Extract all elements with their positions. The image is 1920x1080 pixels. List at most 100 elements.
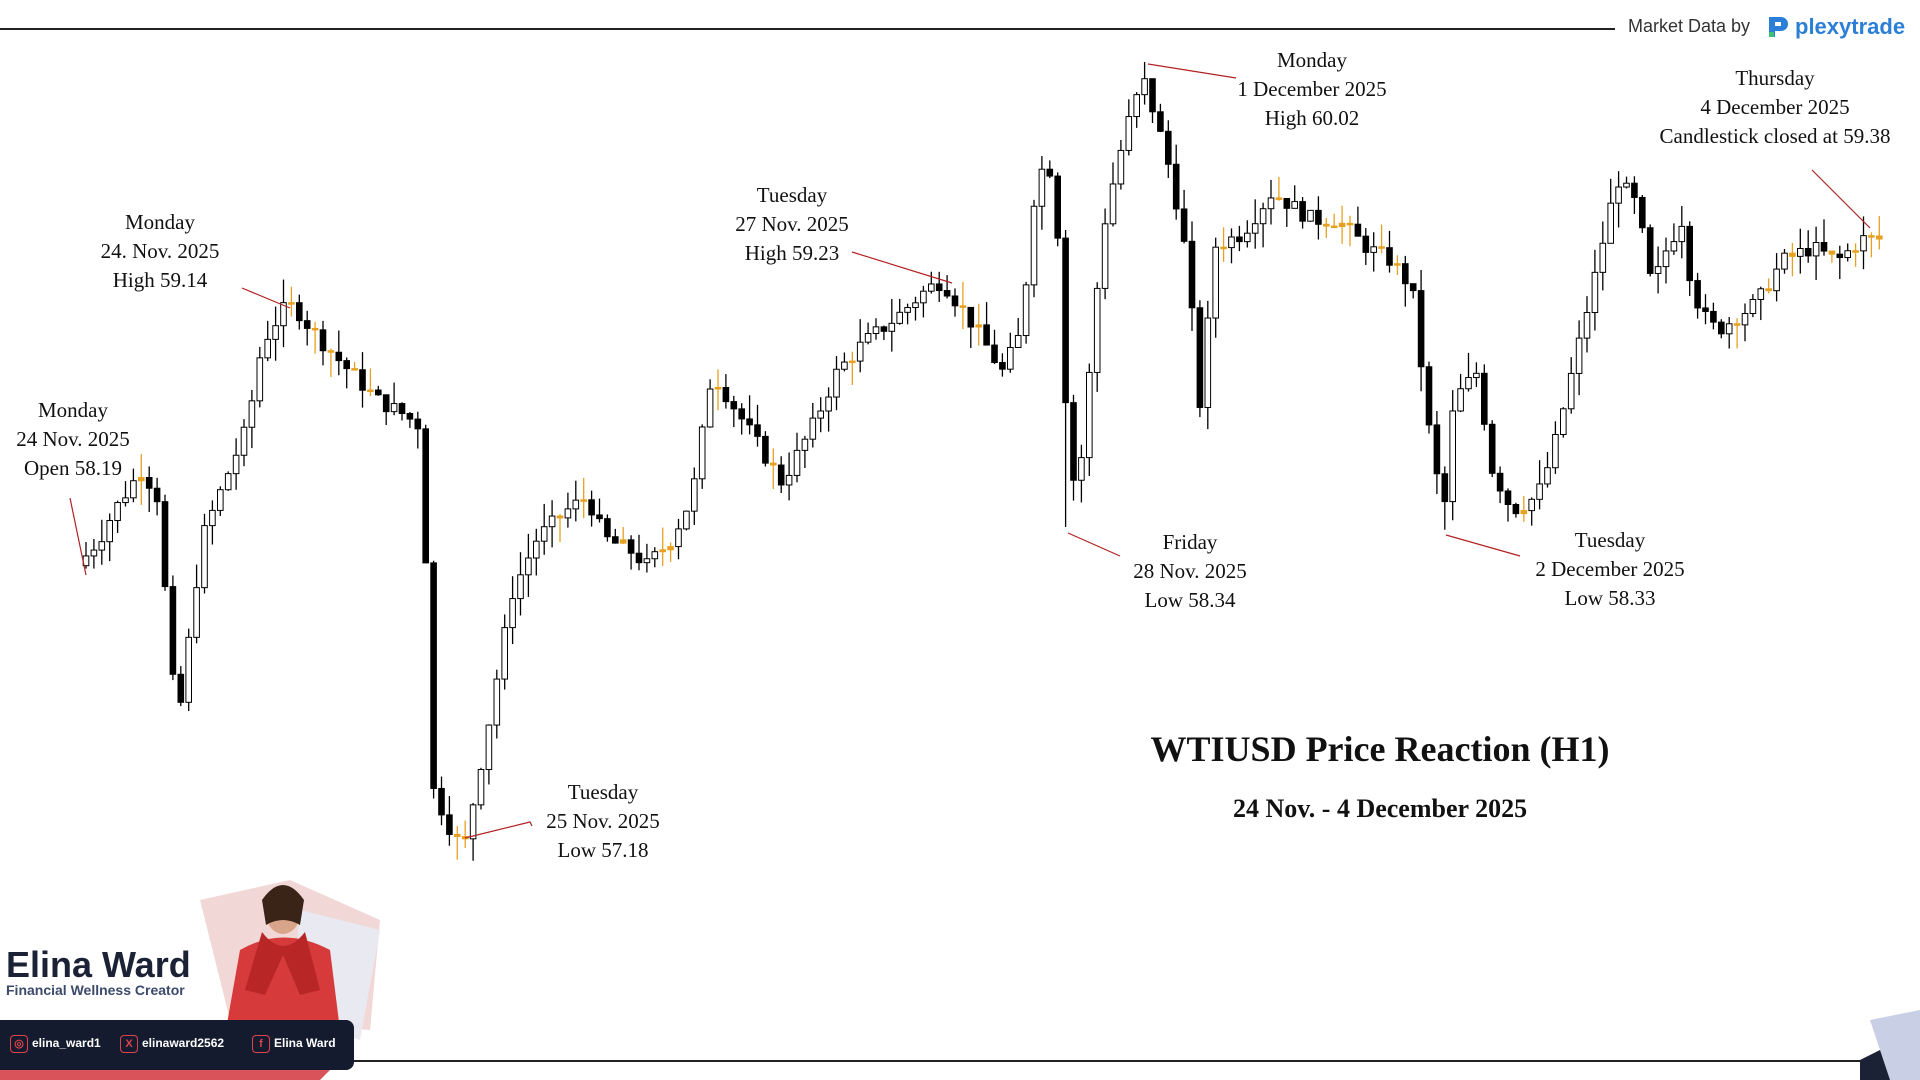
candle (1244, 220, 1251, 248)
candle (785, 452, 793, 501)
bear-candle-body (1481, 372, 1488, 425)
bull-candle-body (185, 636, 192, 703)
bear-candle-body (1820, 241, 1828, 252)
bear-candle-body (1323, 223, 1330, 227)
candle (209, 500, 216, 545)
candle (517, 552, 524, 616)
bull-candle-body (548, 515, 556, 528)
bear-candle-body (145, 476, 153, 489)
bear-candle-body (303, 320, 311, 329)
bull-candle-body (809, 417, 817, 440)
annotation-high-24nov: Monday 24. Nov. 2025 High 59.14 (100, 210, 220, 292)
candle (367, 368, 374, 396)
bull-candle-body (367, 389, 374, 393)
bull-candle-body (1615, 186, 1622, 204)
bull-candle-body (477, 769, 485, 806)
bear-candle-body (1149, 78, 1156, 113)
candle (1812, 226, 1820, 280)
bear-candle-body (1733, 323, 1741, 326)
candle (1354, 206, 1362, 237)
candle (1757, 286, 1765, 321)
annotation-high-1dec: Monday 1 December 2025 High 60.02 (1237, 48, 1387, 130)
bear-candle-body (1425, 366, 1433, 426)
candle (738, 403, 746, 435)
candle (564, 492, 572, 528)
candle (1876, 216, 1883, 250)
bear-candle-body (422, 428, 429, 564)
bull-candle-body (493, 678, 501, 726)
bear-candle-body (1402, 263, 1409, 285)
candle (525, 533, 532, 597)
candle (1528, 497, 1536, 526)
bear-candle-body (1433, 424, 1441, 475)
bull-candle-body (1038, 168, 1046, 207)
bear-candle-body (1789, 252, 1796, 257)
candle (1394, 255, 1401, 275)
candle (1338, 205, 1346, 244)
bear-candle-body (1330, 225, 1338, 229)
candle (1441, 466, 1449, 530)
bull-candle-body (801, 438, 809, 451)
candle (311, 321, 319, 354)
bull-candle-body (1078, 457, 1085, 481)
bear-candle-body (296, 302, 303, 322)
candle (1520, 495, 1528, 522)
bull-candle-body (651, 551, 659, 560)
candle (406, 411, 414, 428)
bull-candle-body (1267, 197, 1275, 210)
bear-candle-body (454, 833, 461, 838)
bull-candle-body (714, 386, 722, 390)
bull-candle-body (643, 558, 651, 564)
bull-candle-body (572, 499, 580, 510)
bear-candle-body (1180, 208, 1188, 242)
bull-candle-body (872, 326, 880, 335)
candle (114, 500, 121, 533)
candle (1552, 421, 1559, 474)
bear-candle-body (1299, 201, 1306, 222)
social-instagram[interactable]: ◎ elina_ward1 (10, 1035, 101, 1053)
candle (264, 320, 271, 362)
annotation-pointer (69, 497, 87, 576)
candle (1307, 209, 1314, 222)
candle (335, 330, 343, 376)
candle (1623, 176, 1630, 189)
social-facebook[interactable]: f Elina Ward (252, 1035, 336, 1053)
bull-candle-body (1449, 410, 1457, 503)
annotation-low-25nov: Tuesday 25 Nov. 2025 Low 57.18 (546, 780, 660, 862)
bear-candle-body (1165, 130, 1172, 165)
bull-candle-body (485, 724, 493, 771)
bull-candle-body (525, 557, 532, 576)
bull-candle-body (217, 489, 224, 511)
candle (912, 296, 919, 321)
bull-candle-body (1607, 202, 1615, 244)
candle (730, 395, 738, 428)
bear-candle-body (382, 394, 390, 413)
candle (224, 471, 232, 491)
candle (1007, 332, 1014, 373)
top-rule (0, 28, 1615, 30)
bull-candle-body (1599, 242, 1607, 273)
candle (1433, 411, 1441, 495)
candle (596, 498, 603, 523)
candle (659, 527, 667, 566)
candle (604, 514, 611, 542)
candle (698, 424, 706, 489)
bull-candle-body (1757, 288, 1765, 300)
bear-candle-body (1054, 175, 1062, 239)
bull-candle-body (509, 598, 516, 629)
bull-candle-body (201, 525, 208, 589)
bull-candle-body (904, 307, 911, 313)
candle (153, 477, 161, 516)
candle (619, 527, 627, 544)
bear-candle-body (762, 435, 769, 464)
candle (959, 281, 967, 330)
bear-candle-body (1046, 168, 1054, 177)
bull-candle-body (1781, 252, 1788, 270)
bear-candle-body (319, 329, 327, 352)
bull-candle-body (280, 302, 287, 327)
bull-candle-body (1528, 498, 1536, 512)
bull-candle-body (1654, 266, 1662, 274)
candle (1449, 390, 1457, 521)
bear-candle-body (1488, 423, 1496, 474)
